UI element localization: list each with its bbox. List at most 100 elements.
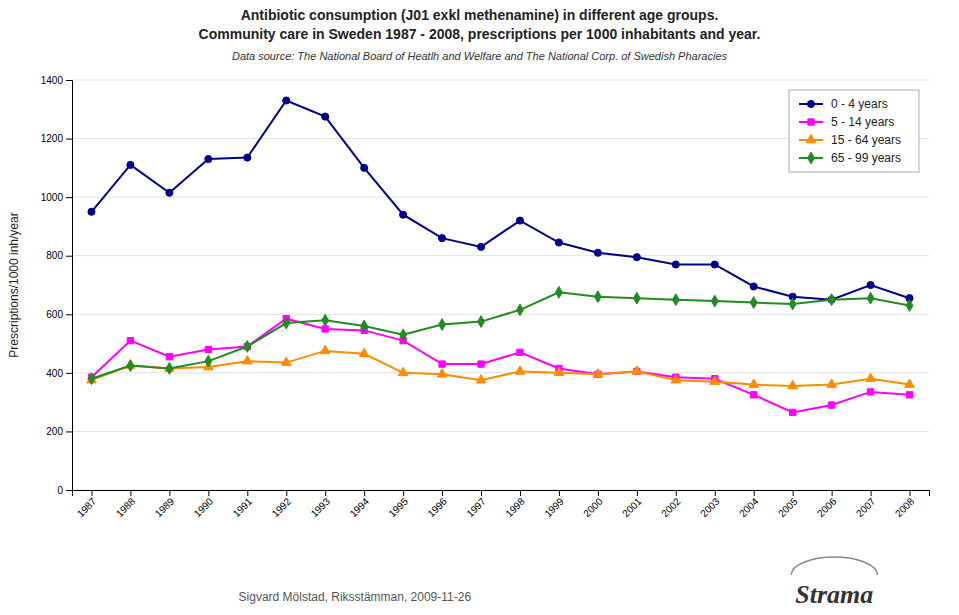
y-tick-label: 1000 [41,192,64,203]
data-point [672,261,679,268]
data-point [516,217,523,224]
data-point [710,376,720,384]
data-point [166,189,173,196]
data-point [789,298,796,310]
x-tick-label: 2004 [737,495,761,519]
data-point [166,354,172,360]
x-tick-label: 1994 [348,495,372,519]
title: Antibiotic consumption (J01 exkl methena… [241,7,719,23]
x-tick: 2007 [854,490,878,519]
legend-symbol [808,119,814,125]
data-point [594,291,601,303]
y-tick-label: 600 [46,309,63,320]
x-tick-label: 2007 [854,495,878,519]
data-point [828,402,834,408]
data-point [789,409,795,415]
x-tick: 2002 [659,490,683,519]
x-tick-line [364,490,365,496]
x-tick-label: 1989 [153,495,177,519]
data-point [437,369,447,377]
x-tick-line [910,490,911,496]
data-point [439,235,446,242]
legend-symbol [808,152,815,164]
grid-line [72,80,929,81]
x-tick: 1995 [386,490,410,519]
data-point [517,304,524,316]
x-tick: 1996 [425,490,449,519]
legend-label: 0 - 4 years [831,97,888,111]
data-point [322,113,329,120]
y-tick: 800 [46,250,72,261]
x-tick-line [481,490,482,496]
chart-svg: Antibiotic consumption (J01 exkl methena… [0,0,959,615]
x-tick-line [754,490,755,496]
legend-item: 5 - 14 years [799,115,894,129]
y-tick-label: 400 [46,368,63,379]
y-tick-line [66,139,72,140]
x-tick: 1999 [542,490,566,519]
x-tick-line [520,490,521,496]
x-tick-line [442,490,443,496]
x-axis: 1987198819891990199119921993199419951996… [73,490,930,519]
data-point [359,348,369,356]
data-point [478,316,485,328]
data-point [751,392,757,398]
y-tick-line [66,373,72,374]
y-tick: 1200 [41,133,72,144]
x-tick-line [637,490,638,496]
y-tick: 1000 [41,192,72,203]
grid-line [72,255,929,256]
y-tick: 400 [46,368,72,379]
x-tick-label: 2002 [659,495,683,519]
x-tick-line [247,490,248,496]
x-tick: 1990 [192,490,216,519]
x-tick-label: 2000 [581,495,605,519]
data-point [478,361,484,367]
data-point [633,254,640,261]
series-line [91,319,909,413]
data-point [166,363,173,375]
data-point [593,369,603,377]
x-tick-line [832,490,833,496]
x-tick: 2008 [893,490,917,519]
footer: Sigvard Mölstad, Riksstämman, 2009-11-26 [239,590,472,604]
y-tick: 0 [57,485,72,496]
x-tick-line [403,490,404,496]
x-tick-line [598,490,599,496]
grid-line [72,314,929,315]
data-point [439,319,446,331]
x-tick-label: 1999 [542,495,566,519]
data-point [322,314,329,326]
legend: 0 - 4 years5 - 14 years15 - 64 years65 -… [789,90,919,172]
data-point [242,356,252,364]
series [88,316,912,416]
x-tick: 1997 [464,490,488,519]
subtitle: Data source: The National Board of Heatl… [232,50,728,62]
x-tick: 2006 [815,490,839,519]
y-tick-line [66,490,72,491]
data-point [205,156,212,163]
y-tick: 1400 [41,75,72,86]
y-axis-line [66,81,73,491]
x-tick-line [208,490,209,496]
data-point [905,379,915,387]
x-tick: 2004 [737,490,761,519]
data-point [906,300,913,312]
x-tick-line [91,490,92,496]
x-tick-label: 2006 [815,495,839,519]
x-tick: 1991 [231,490,255,519]
grid-line [72,197,929,198]
data-point [320,345,330,353]
x-axis-line [73,491,930,497]
x-tick-label: 2003 [698,495,722,519]
data-point [400,329,407,341]
x-tick-line [559,490,560,496]
x-tick-label: 1988 [114,495,138,519]
data-point [711,295,718,307]
legend-box [789,90,919,172]
y-tick-label: 1200 [41,133,64,144]
legend-item: 15 - 64 years [799,133,901,147]
y-axis: 0200400600800100012001400 [41,75,73,496]
series [87,345,915,388]
data-point [477,243,484,250]
